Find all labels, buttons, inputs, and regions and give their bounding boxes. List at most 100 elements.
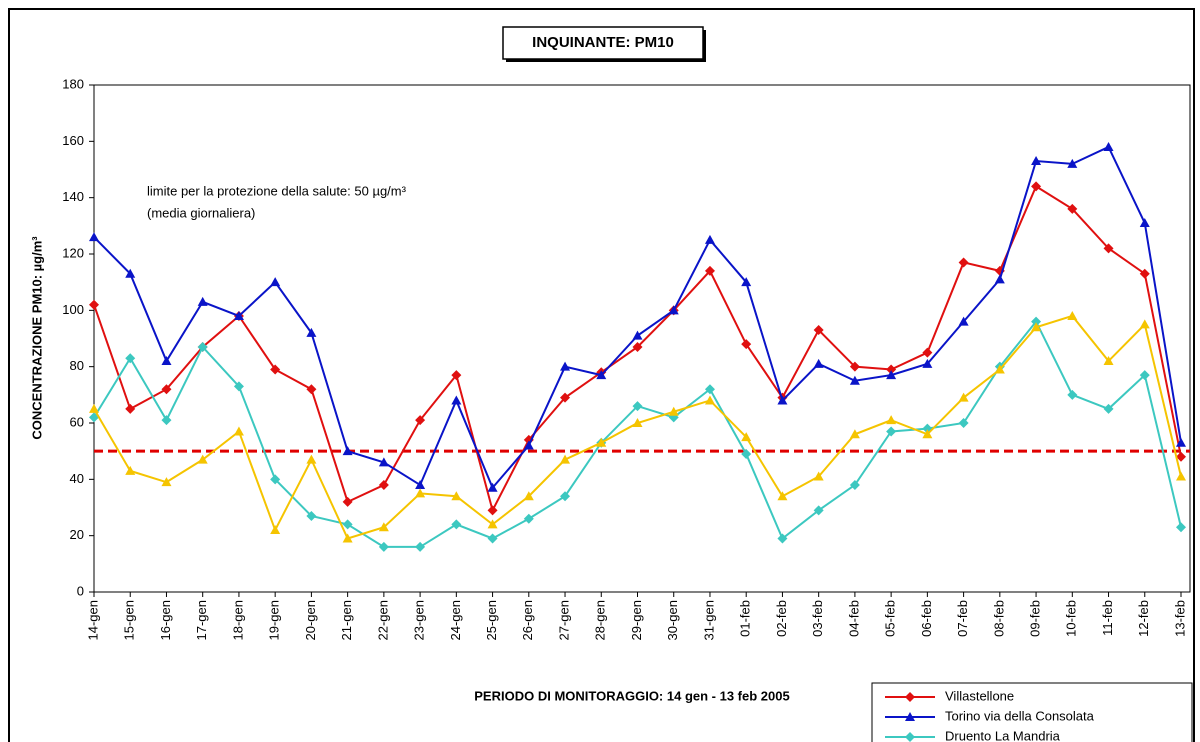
x-tick-label: 05-feb	[883, 600, 898, 637]
point	[958, 418, 969, 428]
point	[1176, 522, 1186, 533]
point	[958, 257, 969, 268]
point	[704, 384, 715, 395]
x-tick-label: 18-gen	[230, 600, 245, 640]
point	[886, 370, 897, 380]
x-tick-label: 19-gen	[267, 600, 282, 640]
point	[487, 505, 498, 516]
point	[487, 519, 498, 529]
point	[270, 525, 281, 535]
x-tick-label: 29-gen	[629, 600, 644, 640]
point	[451, 395, 462, 405]
point	[451, 370, 462, 381]
point	[270, 277, 281, 287]
point	[1067, 389, 1078, 400]
x-tick-label: 12-feb	[1136, 600, 1151, 637]
point	[378, 457, 389, 467]
point	[1067, 203, 1078, 214]
point	[161, 384, 172, 395]
point	[741, 339, 752, 350]
point	[958, 316, 969, 326]
point	[451, 519, 462, 530]
point	[342, 496, 353, 507]
plot-area	[93, 84, 1191, 593]
point	[1176, 471, 1186, 481]
x-axis-label: PERIODO DI MONITORAGGIO: 14 gen - 13 feb…	[474, 688, 789, 703]
point	[1139, 370, 1150, 381]
point	[704, 395, 715, 405]
y-tick-label: 140	[62, 189, 84, 204]
point	[378, 479, 389, 490]
point	[523, 491, 534, 501]
point	[1031, 322, 1042, 332]
legend-label: Villastellone	[945, 688, 1014, 703]
annotation: limite per la protezione della salute: 5…	[147, 183, 407, 198]
point	[813, 358, 824, 368]
point	[777, 491, 788, 501]
point	[415, 479, 426, 489]
point	[1103, 141, 1114, 151]
point	[233, 381, 244, 392]
point	[89, 232, 99, 242]
x-tick-label: 06-feb	[919, 600, 934, 637]
x-tick-label: 22-gen	[375, 600, 390, 640]
x-tick-label: 26-gen	[520, 600, 535, 640]
y-tick-label: 20	[70, 527, 84, 542]
point	[849, 429, 860, 439]
point	[813, 505, 824, 516]
point	[523, 440, 534, 450]
point	[415, 415, 426, 426]
point	[1031, 181, 1042, 192]
point	[342, 519, 353, 530]
point	[451, 491, 462, 501]
point	[378, 541, 389, 552]
x-tick-label: 07-feb	[955, 600, 970, 637]
point	[560, 454, 571, 464]
y-tick-label: 40	[70, 471, 84, 486]
x-tick-label: 10-feb	[1064, 600, 1079, 637]
x-tick-label: 03-feb	[810, 600, 825, 637]
point	[905, 712, 915, 721]
point	[1067, 158, 1078, 168]
point	[1176, 437, 1186, 447]
point	[1031, 316, 1042, 327]
point	[197, 341, 208, 352]
point	[632, 330, 643, 340]
y-tick-label: 160	[62, 133, 84, 148]
x-tick-label: 25-gen	[484, 600, 499, 640]
point	[905, 732, 915, 742]
legend-box	[871, 682, 1193, 742]
point	[89, 299, 99, 310]
point	[922, 429, 933, 439]
point	[632, 341, 643, 352]
point	[813, 325, 824, 336]
point	[741, 277, 752, 287]
point	[560, 392, 571, 403]
x-tick-label: 08-feb	[991, 600, 1006, 637]
point	[813, 471, 824, 481]
point	[1176, 451, 1186, 462]
point	[922, 358, 933, 368]
point	[161, 356, 172, 366]
point	[1103, 356, 1114, 366]
point	[125, 268, 136, 278]
point	[596, 437, 607, 447]
point	[306, 454, 317, 464]
x-tick-label: 31-gen	[701, 600, 716, 640]
point	[632, 401, 643, 412]
point	[632, 418, 643, 427]
x-tick-label: 11-feb	[1100, 600, 1115, 636]
point	[89, 403, 99, 413]
point	[849, 361, 860, 372]
point	[922, 347, 933, 358]
point	[125, 353, 136, 364]
point	[270, 364, 281, 375]
point	[487, 533, 498, 544]
point	[704, 234, 715, 244]
point	[741, 448, 752, 459]
x-tick-label: 02-feb	[774, 600, 789, 637]
y-tick-label: 0	[77, 583, 84, 598]
x-tick-label: 21-gen	[339, 600, 354, 640]
point	[668, 305, 679, 315]
